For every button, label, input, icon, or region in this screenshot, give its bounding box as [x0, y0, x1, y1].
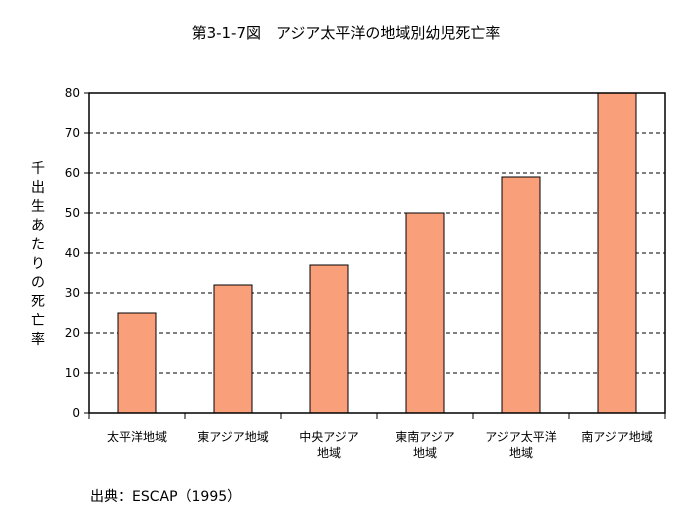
x-category-label: 東南アジア — [395, 429, 455, 444]
x-category-label: 中央アジア — [299, 429, 359, 444]
y-axis-label: 千出生あたりの死亡率 — [31, 161, 45, 348]
source-note: 出典：ESCAP（1995） — [90, 489, 242, 505]
y-tick-label: 30 — [65, 286, 80, 300]
chart-title: 第3-1-7図 アジア太平洋の地域別幼児死亡率 — [191, 24, 501, 42]
bar — [117, 312, 157, 414]
bar — [405, 212, 445, 414]
bar — [597, 92, 637, 414]
y-tick-label: 70 — [65, 126, 80, 140]
bar — [213, 284, 253, 414]
x-category-label: 地域 — [413, 446, 437, 460]
y-tick-label: 60 — [65, 166, 80, 180]
x-category-label: 太平洋地域 — [107, 429, 167, 444]
y-tick-label: 20 — [65, 326, 80, 340]
y-tick-label: 40 — [65, 246, 80, 260]
y-tick-label: 80 — [65, 86, 80, 100]
x-category-label: アジア太平洋 — [485, 429, 557, 444]
y-tick-label: 50 — [65, 206, 80, 220]
x-category-label: 地域 — [317, 446, 341, 460]
x-category-label: 地域 — [509, 446, 533, 460]
bar — [309, 264, 349, 414]
x-category-label: 南アジア地域 — [581, 429, 653, 444]
x-category-label: 東アジア地域 — [197, 430, 269, 444]
bar — [501, 176, 541, 414]
y-tick-label: 10 — [65, 366, 80, 380]
y-tick-label: 0 — [72, 406, 80, 420]
